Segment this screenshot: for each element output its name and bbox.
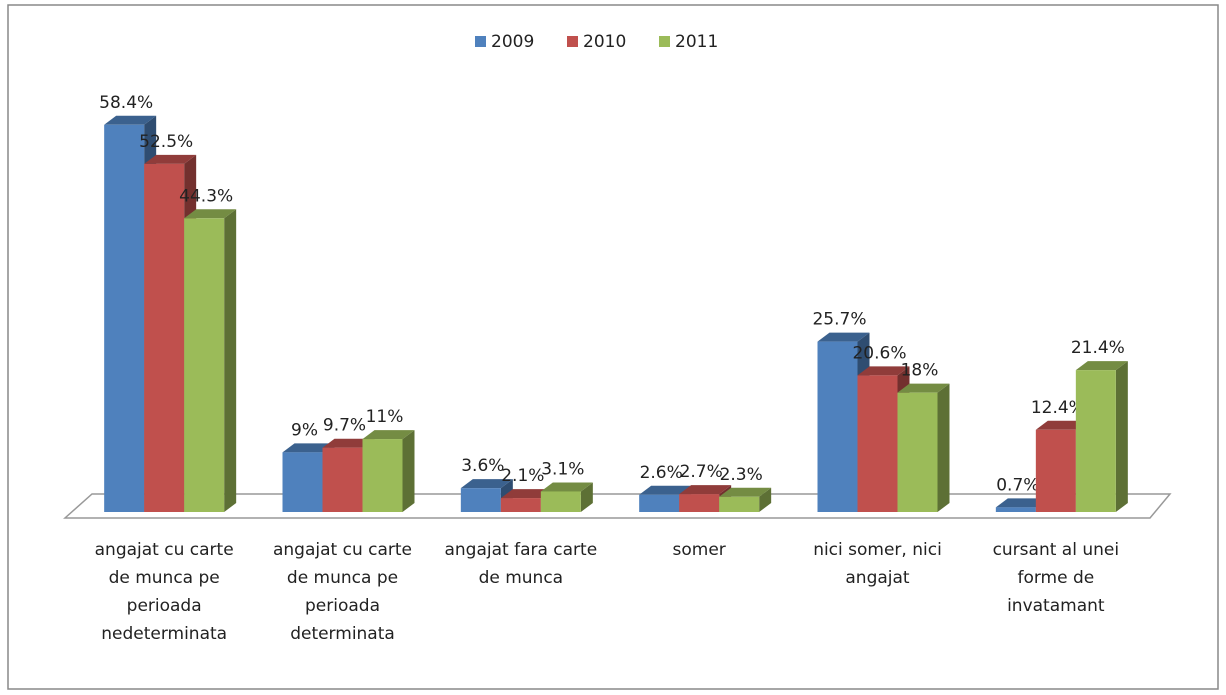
data-label: 25.7% [812, 310, 866, 330]
data-label: 11% [366, 407, 404, 427]
bar [540, 482, 593, 512]
data-label: 2.6% [640, 463, 683, 483]
data-label: 9.7% [323, 416, 366, 436]
legend-label: 2009 [491, 32, 534, 52]
bar-top [719, 487, 772, 497]
bar-side [759, 487, 772, 512]
legend-swatch [659, 36, 670, 47]
bar [897, 383, 950, 512]
bar-front [460, 488, 501, 512]
x-tick-label: angajat cu carte de munca pe perioada ne… [94, 540, 234, 644]
bar-front [857, 375, 898, 512]
bar-front [679, 494, 720, 512]
bar-side [580, 482, 593, 512]
x-tick-label: somer [672, 540, 726, 560]
bar [362, 430, 415, 512]
legend-swatch [567, 36, 578, 47]
data-label: 20.6% [852, 343, 906, 363]
bar-front [639, 494, 680, 512]
data-label: 0.7% [996, 475, 1039, 495]
bar-top [540, 482, 593, 492]
bar-front [184, 218, 225, 512]
bar-top [639, 485, 692, 495]
bar-side [224, 209, 237, 512]
bar-top [995, 498, 1048, 508]
bar-top [817, 332, 870, 342]
x-tick-label: nici somer, nici angajat [813, 540, 942, 588]
bar-front [144, 163, 185, 513]
bar-side [402, 430, 415, 512]
bar-top [679, 485, 732, 495]
bar-top [322, 438, 375, 448]
bar-front [104, 124, 145, 513]
bar-top [1075, 361, 1128, 371]
bar-top [1035, 420, 1088, 430]
bar-front [362, 439, 403, 512]
data-label: 3.6% [461, 456, 504, 476]
data-label: 58.4% [99, 93, 153, 113]
bar-top [897, 383, 950, 393]
data-label: 18% [901, 361, 939, 381]
bar-top [184, 209, 237, 219]
bar-front [995, 507, 1036, 512]
x-tick-label: cursant al unei forme de invatamant [992, 540, 1120, 616]
bar-top [282, 443, 335, 453]
floor [63, 493, 1172, 519]
bar-front [897, 392, 938, 512]
bar-top [460, 479, 513, 489]
data-label: 52.5% [139, 132, 193, 152]
bar [1075, 361, 1128, 512]
bar-top [362, 430, 415, 440]
legend-label: 2011 [675, 32, 718, 52]
bar-top [144, 154, 197, 164]
bar-front [719, 496, 760, 512]
data-label: 3.1% [541, 459, 584, 479]
bar-front [540, 491, 581, 512]
bar-front [500, 498, 541, 512]
bar-front [1075, 370, 1116, 512]
bar-front [1035, 429, 1076, 512]
x-tick-label: angajat cu carte de munca pe perioada de… [272, 540, 412, 644]
bar [719, 487, 772, 512]
bar-front [322, 447, 363, 512]
data-label: 2.3% [720, 465, 763, 485]
bar-top [500, 489, 553, 499]
data-label: 2.1% [501, 466, 544, 486]
bar-front [817, 341, 858, 512]
data-label: 44.3% [179, 186, 233, 206]
x-tick-label: angajat fara carte de munca [444, 540, 598, 588]
legend-label: 2010 [583, 32, 626, 52]
bar-front [282, 452, 323, 512]
bar-side [1115, 361, 1128, 512]
data-label: 12.4% [1031, 398, 1085, 418]
bar-top [104, 115, 157, 125]
data-label: 21.4% [1071, 338, 1125, 358]
legend-swatch [475, 36, 486, 47]
bar [184, 209, 237, 512]
data-label: 9% [291, 420, 318, 440]
bar-side [937, 383, 950, 512]
data-label: 2.7% [680, 462, 723, 482]
bar-top [857, 366, 910, 376]
